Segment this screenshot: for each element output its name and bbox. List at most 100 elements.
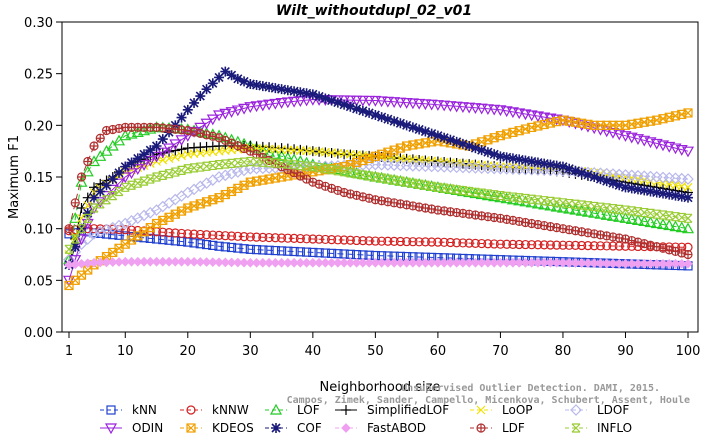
point-fastabod-43 (326, 257, 337, 268)
point-cof-40 (307, 89, 318, 100)
point-inflo-42 (320, 164, 330, 174)
point-inflo-50 (370, 172, 380, 182)
point-lof-69 (488, 190, 501, 202)
point-inflo-52 (383, 174, 393, 184)
point-fastabod-31 (251, 257, 262, 268)
point-fastabod-55 (401, 257, 412, 268)
y-axis: 0.00 0.05 0.10 0.15 0.20 0.25 0.30 (24, 16, 62, 341)
point-ldof-28 (231, 166, 244, 178)
point-inflo-57 (414, 179, 424, 189)
point-inflo-63 (452, 185, 462, 195)
point-knnw-46 (345, 235, 355, 245)
point-ldof-12 (131, 212, 144, 224)
watermark-line-2: Campos, Zimek, Sander, Campello, Micenko… (287, 394, 690, 406)
point-ldf-62 (445, 207, 456, 217)
point-knnw-38 (295, 233, 305, 244)
point-odin-29 (238, 103, 251, 115)
point-cof-86 (595, 174, 606, 185)
point-fastabod-12 (132, 256, 143, 267)
point-odin-45 (338, 95, 351, 107)
point-knnw-72 (508, 239, 518, 249)
point-odin-59 (425, 99, 438, 111)
point-odin-16 (156, 147, 169, 159)
point-fastabod-22 (195, 257, 206, 267)
series-line-knnw (68, 228, 689, 248)
point-knnw-49 (364, 236, 374, 246)
point-lof-47 (350, 167, 363, 178)
point-lof-100 (681, 222, 695, 234)
point-inflo-70 (495, 191, 505, 201)
point-inflo-93 (639, 207, 649, 218)
point-knnw-12 (133, 225, 143, 236)
y-tick-label: 0.15 (24, 171, 53, 186)
point-odin-11 (125, 168, 138, 180)
point-knn-27 (226, 242, 237, 253)
point-inflo-98 (671, 212, 680, 222)
point-odin-49 (363, 95, 376, 107)
legend-item-knn: kNN (100, 403, 157, 417)
point-cof-74 (520, 155, 531, 166)
point-inflo-27 (227, 158, 236, 168)
x-tick-label: 20 (180, 344, 197, 359)
point-odin-64 (456, 102, 469, 113)
point-lof-84 (581, 205, 594, 217)
point-cof-81 (564, 163, 575, 174)
point-cof-97 (664, 189, 675, 200)
point-inflo-39 (302, 161, 312, 171)
point-inflo-72 (508, 192, 518, 202)
point-inflo-77 (539, 196, 549, 206)
point-lof-8 (106, 139, 119, 151)
point-lof-83 (575, 204, 588, 216)
point-odin-27 (225, 107, 238, 118)
point-cof-88 (607, 178, 618, 189)
x-tick-label: 80 (555, 344, 572, 359)
point-inflo-23 (202, 161, 211, 171)
point-knnw-42 (320, 234, 330, 245)
point-inflo-81 (564, 198, 574, 209)
point-inflo-26 (220, 159, 230, 169)
point-fastabod-46 (345, 257, 356, 268)
point-knn-14 (145, 233, 155, 243)
point-fastabod-30 (245, 257, 256, 268)
point-odin-55 (400, 97, 413, 109)
point-inflo-41 (314, 163, 324, 173)
point-fastabod-48 (358, 257, 368, 268)
x-axis: 1 10 20 30 40 50 60 70 80 90 100 (65, 332, 700, 359)
point-knnw-60 (433, 237, 443, 247)
point-cof-32 (257, 81, 268, 92)
point-odin-35 (275, 97, 288, 109)
point-simplifiedlof-36 (282, 143, 293, 154)
point-inflo-11 (127, 180, 136, 190)
point-inflo-65 (464, 186, 474, 197)
point-knnw-54 (395, 236, 405, 247)
point-inflo-79 (552, 197, 562, 207)
point-knnw-25 (214, 230, 224, 240)
y-tick-label: 0.05 (24, 274, 53, 289)
point-fastabod-36 (282, 257, 293, 268)
point-knnw-79 (552, 240, 562, 250)
point-cof-75 (526, 156, 537, 167)
point-fastabod-63 (451, 257, 462, 268)
point-odin-63 (450, 101, 463, 113)
point-inflo-37 (289, 160, 299, 170)
point-odin-3 (75, 234, 88, 246)
point-ldf-5 (89, 141, 99, 151)
point-cof-23 (201, 84, 212, 95)
point-knnw-81 (564, 240, 574, 250)
point-cof-36 (282, 85, 293, 96)
point-inflo-16 (158, 170, 168, 180)
point-lof-98 (669, 220, 682, 232)
point-lof-6 (94, 150, 107, 161)
x-tick-label: 70 (492, 344, 509, 359)
point-fastabod-76 (533, 257, 543, 268)
point-knnw-23 (201, 230, 212, 240)
series-cof (64, 66, 693, 270)
point-knn-31 (251, 245, 262, 255)
point-simplifiedlof-5 (89, 182, 100, 193)
point-cof-31 (251, 80, 262, 91)
point-knn-28 (233, 243, 243, 253)
point-cof-43 (326, 95, 337, 106)
point-cof-54 (395, 118, 406, 129)
point-inflo-67 (477, 188, 487, 198)
point-inflo-34 (270, 158, 280, 168)
